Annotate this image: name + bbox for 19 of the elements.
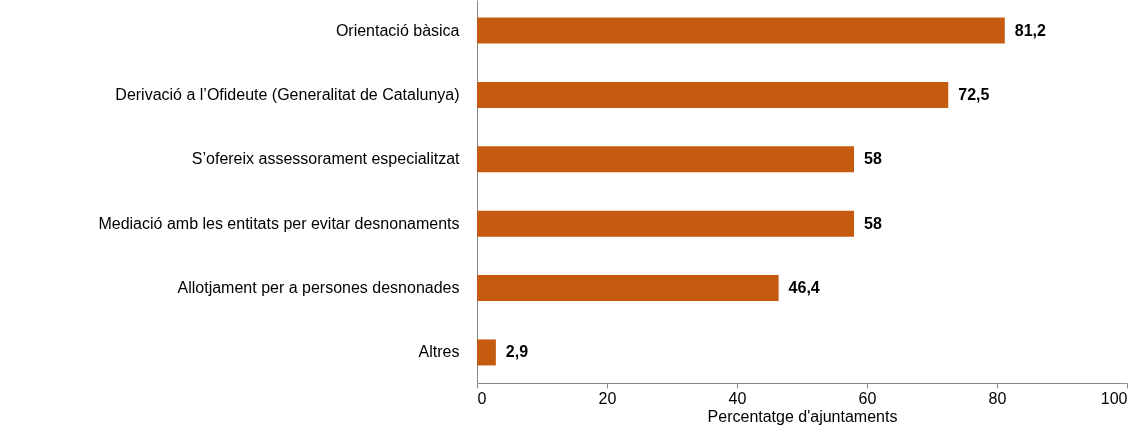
data-label: 58 [864,214,882,232]
y-tick-label: S’ofereix assessorament especialitzat [191,150,461,168]
x-tick-label: 40 [728,389,747,407]
y-tick-label: Altres [418,343,460,361]
x-tick-label: 20 [598,389,617,407]
y-tick-label: Orientació bàsica [335,21,460,39]
data-label: 81,2 [1014,21,1047,39]
data-label: 72,5 [958,85,990,103]
data-label: 58 [864,150,882,168]
x-tick-label: 0 [477,389,487,407]
data-label: 46,4 [788,279,820,297]
y-tick-label: Mediació amb les entitats per evitar desnonaments [98,214,460,232]
x-tick-label: 80 [988,389,1007,407]
data-label: 2,9 [505,343,529,361]
x-tick-label: 100 [1100,389,1128,407]
x-axis-title: Percentatge d'ajuntaments [707,407,898,425]
y-tick-label: Derivació a l’Ofideute (Generalitat de Catalunya) [115,85,460,103]
y-tick-label: Allotjament per a persones desnonades [177,279,460,297]
x-tick-label: 60 [858,389,877,407]
